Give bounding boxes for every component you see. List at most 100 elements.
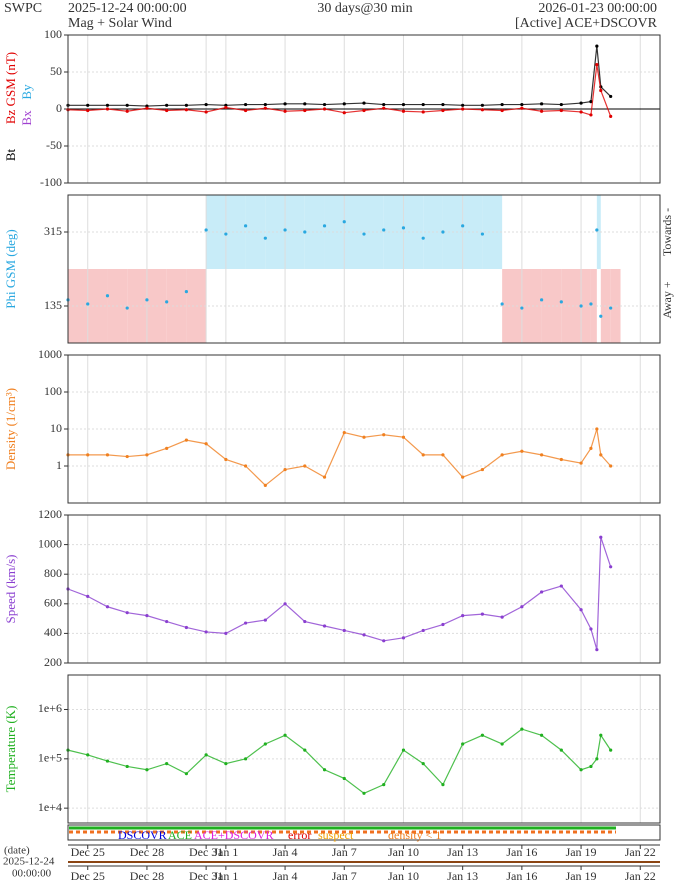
data-point	[283, 102, 287, 106]
y-tick-label: 400	[44, 625, 62, 639]
data-point	[609, 565, 613, 569]
data-point	[165, 103, 169, 107]
data-point	[401, 226, 406, 230]
data-point	[303, 464, 307, 468]
legend-label: error	[288, 828, 311, 842]
data-point	[244, 757, 248, 761]
data-point	[165, 300, 169, 304]
data-point	[520, 306, 524, 310]
org: SWPC	[4, 1, 42, 16]
data-point	[599, 88, 603, 93]
data-point	[303, 619, 307, 624]
data-point	[105, 294, 110, 298]
data-point	[283, 467, 287, 472]
footer-time: 00:00:00	[12, 868, 52, 880]
data-point	[401, 102, 406, 107]
data-point	[184, 772, 188, 776]
data-point	[589, 764, 593, 769]
data-point	[595, 648, 599, 652]
data-point	[500, 453, 504, 457]
data-point	[184, 438, 188, 442]
sector-shade	[225, 195, 246, 269]
data-point	[224, 457, 228, 462]
y-tick-label: 10	[50, 421, 62, 435]
data-point	[559, 748, 563, 752]
data-point	[204, 102, 208, 107]
data-point	[125, 103, 129, 107]
x-tick-label: Dec 28	[130, 845, 164, 859]
data-point	[145, 298, 149, 302]
side-annotation: Towards -	[660, 208, 674, 256]
y-tick-label: 315	[44, 224, 62, 238]
data-point	[105, 605, 110, 609]
y-tick-label: 200	[44, 655, 62, 669]
y-tick-label: 100	[44, 27, 62, 41]
data-point	[244, 224, 248, 228]
data-point	[204, 630, 208, 634]
data-point	[480, 733, 484, 737]
data-point	[480, 103, 484, 107]
data-point	[382, 228, 386, 232]
panel-frame	[67, 34, 661, 184]
x-tick-label: Jan 13	[447, 845, 478, 859]
data-point	[500, 302, 504, 306]
y-axis-label: Phi GSM (deg)	[3, 229, 18, 308]
y-tick-label: 1000	[38, 347, 62, 361]
x-tick-label: Jan 16	[506, 869, 537, 883]
data-point	[145, 104, 149, 108]
data-point	[559, 300, 563, 304]
data-point	[263, 618, 267, 622]
y-tick-label: 800	[44, 566, 62, 580]
data-point	[540, 453, 544, 457]
y-tick-label: 50	[50, 64, 62, 78]
data-point	[382, 433, 386, 437]
data-point	[540, 590, 544, 594]
data-point	[520, 106, 524, 110]
data-point	[322, 107, 327, 111]
data-point	[362, 435, 366, 439]
data-point	[303, 230, 307, 234]
data-point	[303, 108, 307, 113]
data-point	[303, 102, 307, 106]
data-point	[342, 220, 346, 224]
data-point	[105, 759, 110, 763]
data-point	[322, 475, 327, 479]
data-point	[184, 103, 188, 107]
data-point	[461, 224, 465, 228]
series-line	[68, 428, 612, 487]
data-point	[362, 791, 366, 795]
series-line	[68, 46, 612, 107]
data-point	[382, 783, 386, 787]
data-point	[204, 110, 208, 114]
status-frame	[67, 824, 661, 841]
data-point	[609, 94, 613, 99]
data-point	[401, 109, 406, 113]
sector-shade	[265, 195, 286, 269]
data-point	[382, 106, 386, 110]
panel-frame	[67, 514, 661, 664]
data-point	[322, 624, 327, 628]
subtitle: Mag + Solar Wind	[68, 16, 172, 31]
data-point	[283, 733, 287, 737]
data-point	[86, 108, 90, 113]
y-axis-annotation: Bx	[19, 110, 34, 126]
data-point	[461, 742, 465, 746]
data-point	[105, 103, 110, 107]
data-point	[559, 108, 563, 113]
y-tick-label: 600	[44, 596, 62, 610]
data-point	[184, 108, 188, 112]
data-point	[540, 109, 544, 113]
data-point	[441, 783, 445, 787]
data-point	[595, 757, 599, 761]
x-tick-label: Jan 19	[566, 869, 597, 883]
y-tick-label: 0	[56, 101, 62, 115]
sector-shade	[561, 269, 582, 343]
series-line	[67, 537, 612, 650]
data-point	[520, 449, 524, 453]
data-point	[609, 306, 613, 310]
data-point	[224, 103, 228, 107]
data-point	[595, 228, 599, 232]
data-point	[461, 107, 465, 111]
data-point	[401, 435, 406, 439]
